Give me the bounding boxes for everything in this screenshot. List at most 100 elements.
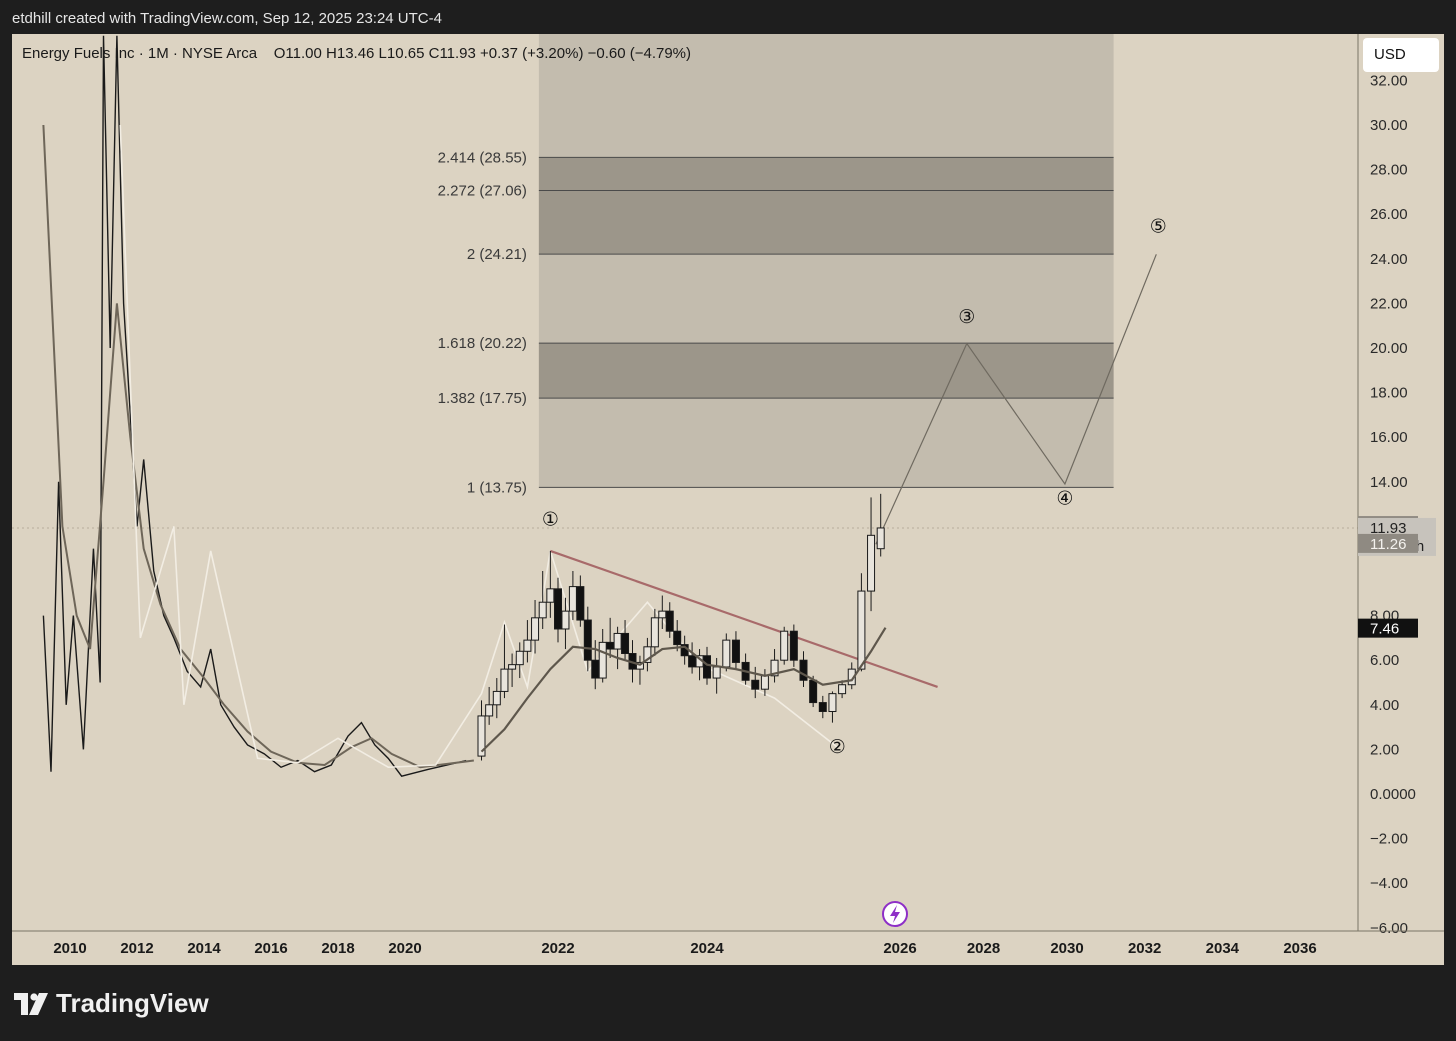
- candle-body: [583, 619, 592, 661]
- price-tick-label: −4.00: [1370, 875, 1408, 892]
- historical-price-line: [42, 35, 467, 777]
- date-tick-label: 2010: [53, 940, 86, 957]
- candle-body: [780, 630, 789, 661]
- fib-level-label: 1.618 (20.22): [438, 335, 527, 352]
- brand-name: TradingView: [56, 988, 209, 1018]
- candle-body: [546, 588, 555, 603]
- candle-body: [598, 641, 607, 679]
- candle-body: [731, 639, 740, 663]
- fib-level-label: 2.272 (27.06): [438, 183, 527, 200]
- date-tick-label: 2018: [321, 940, 354, 957]
- candle-body: [500, 668, 509, 692]
- lightning-icon[interactable]: [882, 901, 908, 927]
- candle-body: [650, 617, 659, 648]
- candle-body: [568, 586, 577, 612]
- chart-credit: etdhill created with TradingView.com, Se…: [12, 10, 442, 27]
- candle-body: [591, 659, 600, 679]
- candle-body: [818, 702, 827, 712]
- price-label-value: 11.26: [1370, 536, 1406, 553]
- candle-body: [799, 659, 808, 681]
- wave-label: ①: [542, 510, 559, 531]
- candle-body: [643, 646, 652, 663]
- fib-level-label: 2 (24.21): [467, 246, 527, 263]
- date-tick-label: 2020: [388, 940, 421, 957]
- candle-body: [770, 659, 779, 677]
- wave-label: ②: [829, 737, 846, 758]
- fib-level-label: 1.382 (17.75): [438, 390, 527, 407]
- candle-body: [712, 666, 721, 679]
- candle-body: [703, 655, 711, 679]
- tradingview-logo-icon: [14, 992, 48, 1015]
- price-tick-label: 22.00: [1370, 295, 1408, 312]
- date-tick-label: 2022: [541, 940, 574, 957]
- ohlc-values: O11.00 H13.46 L10.65 C11.93 +0.37 (+3.20…: [273, 45, 692, 62]
- candle-body: [867, 534, 876, 592]
- candle-body: [688, 655, 697, 668]
- fib-band-lower: [538, 343, 1114, 399]
- currency-button[interactable]: USD: [1363, 38, 1439, 72]
- price-label-value: 11.93: [1370, 520, 1406, 537]
- candle-body: [658, 610, 667, 619]
- tradingview-brand: TradingView: [14, 988, 209, 1019]
- wave-label: ③: [958, 307, 975, 328]
- price-tick-label: 16.00: [1370, 429, 1408, 446]
- wave-sketch-line: [119, 124, 838, 769]
- candle-body: [554, 588, 562, 630]
- price-label-box: [1358, 618, 1418, 638]
- candle-body: [809, 679, 818, 704]
- date-tick-label: 2016: [254, 940, 287, 957]
- wave-projection-line: [875, 254, 1157, 545]
- price-tick-label: 28.00: [1370, 162, 1408, 179]
- fib-level-label: 1 (13.75): [467, 479, 527, 496]
- date-tick-label: 2026: [883, 940, 916, 957]
- candle-body: [751, 679, 760, 690]
- candle-body: [722, 639, 731, 668]
- candle-body: [606, 641, 615, 650]
- price-tick-label: 4.00: [1370, 697, 1399, 714]
- candle-body: [857, 590, 866, 670]
- candle-body: [523, 639, 532, 652]
- candle-body: [838, 684, 847, 695]
- price-tick-label: −2.00: [1370, 831, 1408, 848]
- price-tick-label: 0.0000: [1370, 786, 1416, 803]
- candle-body: [492, 690, 501, 706]
- date-tick-label: 2024: [690, 940, 724, 957]
- date-tick-label: 2028: [967, 940, 1000, 957]
- moving-average-line: [480, 627, 887, 753]
- chart-area[interactable]: 2.414 (28.55) 2.272 (27.06) 2 (24.21) 1.618…: [12, 34, 1444, 965]
- price-label-box: [1358, 533, 1418, 553]
- price-tick-label: 2.00: [1370, 741, 1399, 758]
- candle-body: [576, 586, 585, 621]
- candle-body: [760, 675, 769, 690]
- wave-label: ④: [1056, 489, 1073, 510]
- resistance-trendline[interactable]: [549, 549, 938, 688]
- fib-band-upper: [538, 157, 1114, 255]
- price-chart[interactable]: 2.414 (28.55) 2.272 (27.06) 2 (24.21) 1.618…: [12, 34, 1444, 965]
- candle-body: [673, 630, 682, 646]
- candle-body: [538, 601, 547, 619]
- date-tick-label: 2034: [1206, 940, 1240, 957]
- price-tick-label: 30.00: [1370, 117, 1408, 134]
- symbol-legend: Energy Fuels Inc · 1M · NYSE Arca O11.00…: [22, 45, 691, 62]
- date-tick-label: 2036: [1283, 940, 1316, 957]
- price-tick-label: 20.00: [1370, 340, 1408, 357]
- candle-body: [561, 610, 570, 630]
- candle-body: [485, 704, 494, 717]
- wave-label: ⑤: [1150, 216, 1167, 237]
- candle-body: [665, 610, 674, 632]
- price-tick-label: 6.00: [1370, 652, 1399, 669]
- date-tick-label: 2032: [1128, 940, 1161, 957]
- candle-body: [828, 693, 837, 712]
- fib-zone-background: [538, 34, 1114, 488]
- candle-body: [621, 632, 630, 655]
- price-label-value: 7.46: [1370, 621, 1399, 638]
- date-tick-label: 2030: [1050, 940, 1083, 957]
- candle-body: [477, 715, 486, 757]
- candle-body: [508, 664, 517, 670]
- candle-body: [789, 630, 798, 661]
- price-tick-label: −6.00: [1370, 920, 1408, 937]
- historical-moving-average: [42, 124, 474, 769]
- price-tick-label: 24.00: [1370, 251, 1408, 268]
- price-tick-label: 26.00: [1370, 206, 1408, 223]
- price-tick-label: 14.00: [1370, 474, 1408, 491]
